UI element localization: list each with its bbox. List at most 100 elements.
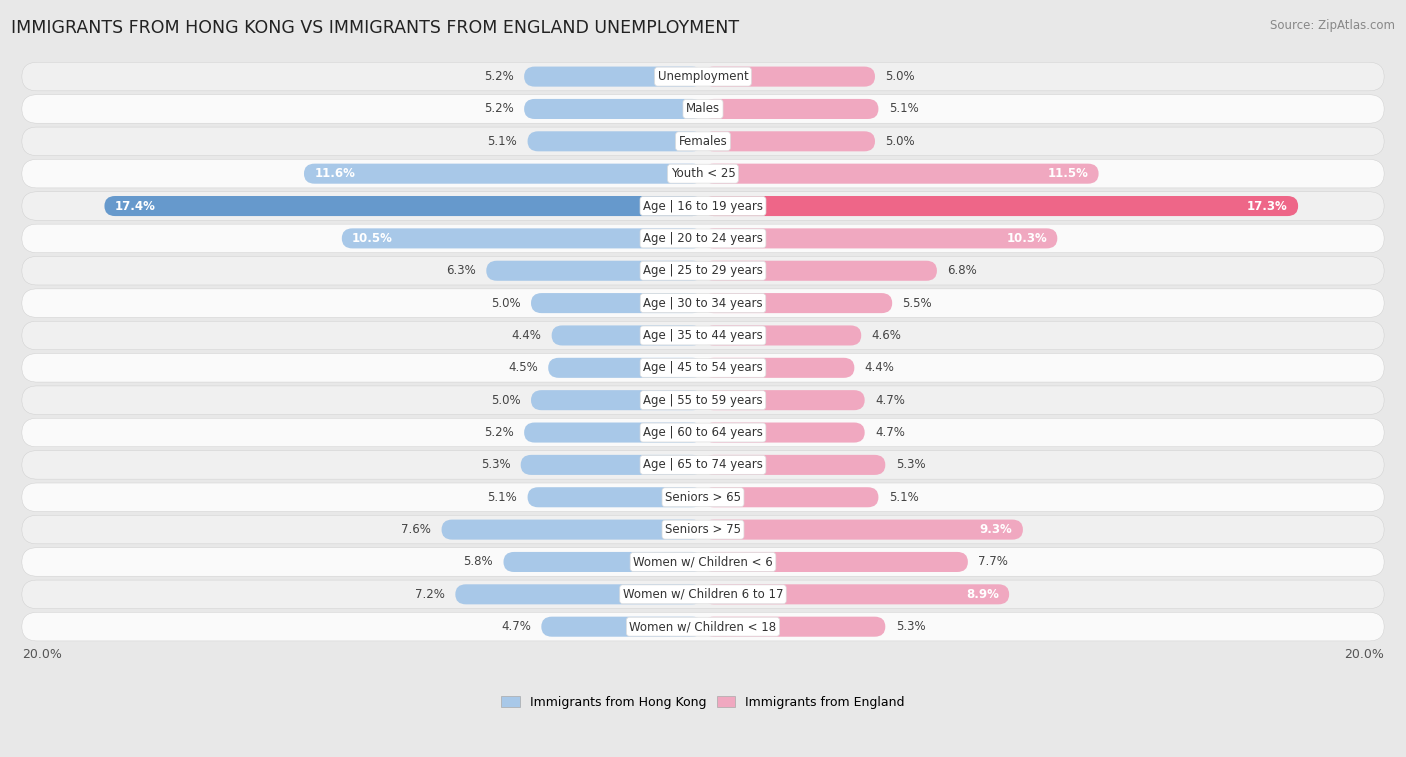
Text: 5.8%: 5.8% [464, 556, 494, 569]
FancyBboxPatch shape [703, 293, 893, 313]
FancyBboxPatch shape [22, 95, 1384, 123]
Text: Age | 30 to 34 years: Age | 30 to 34 years [643, 297, 763, 310]
Text: Age | 65 to 74 years: Age | 65 to 74 years [643, 459, 763, 472]
Text: 20.0%: 20.0% [22, 648, 62, 661]
Text: Seniors > 75: Seniors > 75 [665, 523, 741, 536]
FancyBboxPatch shape [22, 450, 1384, 479]
Text: Age | 45 to 54 years: Age | 45 to 54 years [643, 361, 763, 374]
FancyBboxPatch shape [527, 131, 703, 151]
FancyBboxPatch shape [441, 519, 703, 540]
FancyBboxPatch shape [486, 260, 703, 281]
Text: 5.3%: 5.3% [896, 459, 925, 472]
Text: 5.0%: 5.0% [886, 135, 915, 148]
FancyBboxPatch shape [703, 488, 879, 507]
FancyBboxPatch shape [304, 164, 703, 184]
Text: Age | 25 to 29 years: Age | 25 to 29 years [643, 264, 763, 277]
Text: 5.1%: 5.1% [488, 491, 517, 503]
Text: Youth < 25: Youth < 25 [671, 167, 735, 180]
Text: 7.6%: 7.6% [401, 523, 432, 536]
Text: 5.5%: 5.5% [903, 297, 932, 310]
FancyBboxPatch shape [22, 127, 1384, 155]
FancyBboxPatch shape [703, 67, 875, 86]
FancyBboxPatch shape [703, 617, 886, 637]
Text: 4.4%: 4.4% [865, 361, 894, 374]
FancyBboxPatch shape [22, 548, 1384, 576]
Text: Source: ZipAtlas.com: Source: ZipAtlas.com [1270, 19, 1395, 32]
FancyBboxPatch shape [22, 321, 1384, 350]
Text: Seniors > 65: Seniors > 65 [665, 491, 741, 503]
Text: 17.4%: 17.4% [115, 200, 156, 213]
Text: 4.7%: 4.7% [875, 426, 905, 439]
Text: 4.7%: 4.7% [501, 620, 531, 633]
FancyBboxPatch shape [703, 552, 967, 572]
Text: 11.6%: 11.6% [315, 167, 356, 180]
Text: 20.0%: 20.0% [1344, 648, 1384, 661]
FancyBboxPatch shape [22, 289, 1384, 317]
FancyBboxPatch shape [703, 519, 1024, 540]
FancyBboxPatch shape [104, 196, 703, 216]
FancyBboxPatch shape [703, 260, 936, 281]
FancyBboxPatch shape [520, 455, 703, 475]
Text: 7.2%: 7.2% [415, 588, 446, 601]
Text: 4.4%: 4.4% [512, 329, 541, 342]
Text: 5.1%: 5.1% [488, 135, 517, 148]
Text: 4.7%: 4.7% [875, 394, 905, 407]
FancyBboxPatch shape [524, 422, 703, 443]
FancyBboxPatch shape [703, 358, 855, 378]
FancyBboxPatch shape [703, 99, 879, 119]
FancyBboxPatch shape [456, 584, 703, 604]
FancyBboxPatch shape [22, 612, 1384, 641]
FancyBboxPatch shape [703, 164, 1098, 184]
FancyBboxPatch shape [551, 326, 703, 345]
Text: Females: Females [679, 135, 727, 148]
Text: IMMIGRANTS FROM HONG KONG VS IMMIGRANTS FROM ENGLAND UNEMPLOYMENT: IMMIGRANTS FROM HONG KONG VS IMMIGRANTS … [11, 19, 740, 37]
Text: 4.5%: 4.5% [508, 361, 538, 374]
Text: 10.3%: 10.3% [1007, 232, 1047, 245]
Text: Age | 16 to 19 years: Age | 16 to 19 years [643, 200, 763, 213]
Text: Age | 35 to 44 years: Age | 35 to 44 years [643, 329, 763, 342]
Text: Age | 55 to 59 years: Age | 55 to 59 years [643, 394, 763, 407]
FancyBboxPatch shape [22, 483, 1384, 512]
Text: Males: Males [686, 102, 720, 116]
Text: 8.9%: 8.9% [966, 588, 998, 601]
FancyBboxPatch shape [22, 516, 1384, 544]
Text: Age | 20 to 24 years: Age | 20 to 24 years [643, 232, 763, 245]
Text: 6.3%: 6.3% [446, 264, 477, 277]
Text: 4.6%: 4.6% [872, 329, 901, 342]
Text: 5.1%: 5.1% [889, 102, 918, 116]
FancyBboxPatch shape [22, 192, 1384, 220]
Text: 5.3%: 5.3% [481, 459, 510, 472]
FancyBboxPatch shape [703, 326, 862, 345]
FancyBboxPatch shape [527, 488, 703, 507]
Legend: Immigrants from Hong Kong, Immigrants from England: Immigrants from Hong Kong, Immigrants fr… [496, 690, 910, 714]
Text: 6.8%: 6.8% [948, 264, 977, 277]
FancyBboxPatch shape [22, 160, 1384, 188]
FancyBboxPatch shape [524, 67, 703, 86]
FancyBboxPatch shape [22, 62, 1384, 91]
Text: 9.3%: 9.3% [980, 523, 1012, 536]
FancyBboxPatch shape [548, 358, 703, 378]
Text: 5.0%: 5.0% [491, 297, 520, 310]
FancyBboxPatch shape [22, 419, 1384, 447]
FancyBboxPatch shape [22, 580, 1384, 609]
Text: 5.2%: 5.2% [484, 70, 513, 83]
FancyBboxPatch shape [703, 390, 865, 410]
FancyBboxPatch shape [703, 229, 1057, 248]
Text: 5.1%: 5.1% [889, 491, 918, 503]
Text: Women w/ Children < 6: Women w/ Children < 6 [633, 556, 773, 569]
Text: 5.3%: 5.3% [896, 620, 925, 633]
Text: Women w/ Children < 18: Women w/ Children < 18 [630, 620, 776, 633]
FancyBboxPatch shape [503, 552, 703, 572]
Text: 5.0%: 5.0% [886, 70, 915, 83]
FancyBboxPatch shape [531, 293, 703, 313]
FancyBboxPatch shape [703, 422, 865, 443]
FancyBboxPatch shape [703, 584, 1010, 604]
FancyBboxPatch shape [541, 617, 703, 637]
Text: 5.2%: 5.2% [484, 426, 513, 439]
Text: Unemployment: Unemployment [658, 70, 748, 83]
FancyBboxPatch shape [531, 390, 703, 410]
Text: 10.5%: 10.5% [352, 232, 394, 245]
Text: Women w/ Children 6 to 17: Women w/ Children 6 to 17 [623, 588, 783, 601]
Text: 7.7%: 7.7% [979, 556, 1008, 569]
Text: 17.3%: 17.3% [1247, 200, 1288, 213]
